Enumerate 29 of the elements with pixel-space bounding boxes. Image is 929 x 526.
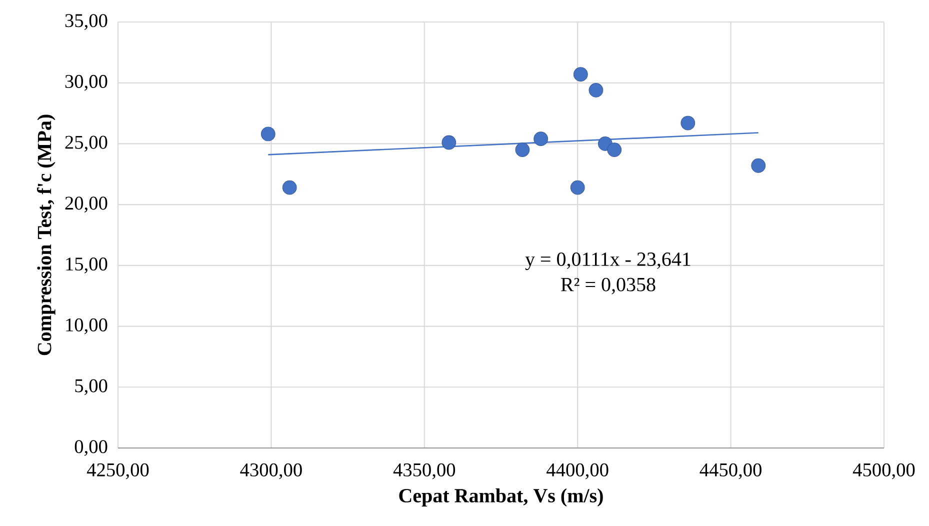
y-tick-label: 10,00 <box>66 318 108 334</box>
annotation: R² = 0,0358 <box>561 278 656 294</box>
point <box>588 82 604 98</box>
point <box>260 126 276 142</box>
y-tick-label: 35,00 <box>65 14 108 30</box>
x-axis-title: Cepat Rambat, Vs (m/s) <box>399 488 603 507</box>
point <box>442 135 456 150</box>
x-tick-label: 4400,00 <box>546 463 608 480</box>
y-tick-label: 15,00 <box>66 258 108 274</box>
y-tick-label: 25,00 <box>65 136 108 152</box>
point <box>534 132 548 146</box>
annotation: y = 0,0111x - 23,641 <box>525 252 690 270</box>
y-tick-label: 20,00 <box>65 196 108 212</box>
y-tick-label: 30,00 <box>65 74 108 91</box>
point <box>573 67 588 82</box>
point <box>515 142 530 158</box>
point <box>570 180 585 195</box>
x-tick-label: 4350,00 <box>393 463 456 480</box>
point <box>607 142 622 158</box>
point <box>751 158 766 173</box>
point <box>680 116 696 130</box>
y-axis-title: Compression Test, f'c (MPa) <box>36 114 56 356</box>
point <box>282 180 297 195</box>
y-tick-label: 0,00 <box>74 440 108 456</box>
x-tick-label: 4500,00 <box>852 463 915 480</box>
x-tick-label: 4250,00 <box>86 463 149 480</box>
x-tick-label: 4450,00 <box>700 463 762 480</box>
y-tick-label: 5,00 <box>75 379 108 396</box>
x-tick-label: 4300,00 <box>240 463 302 480</box>
